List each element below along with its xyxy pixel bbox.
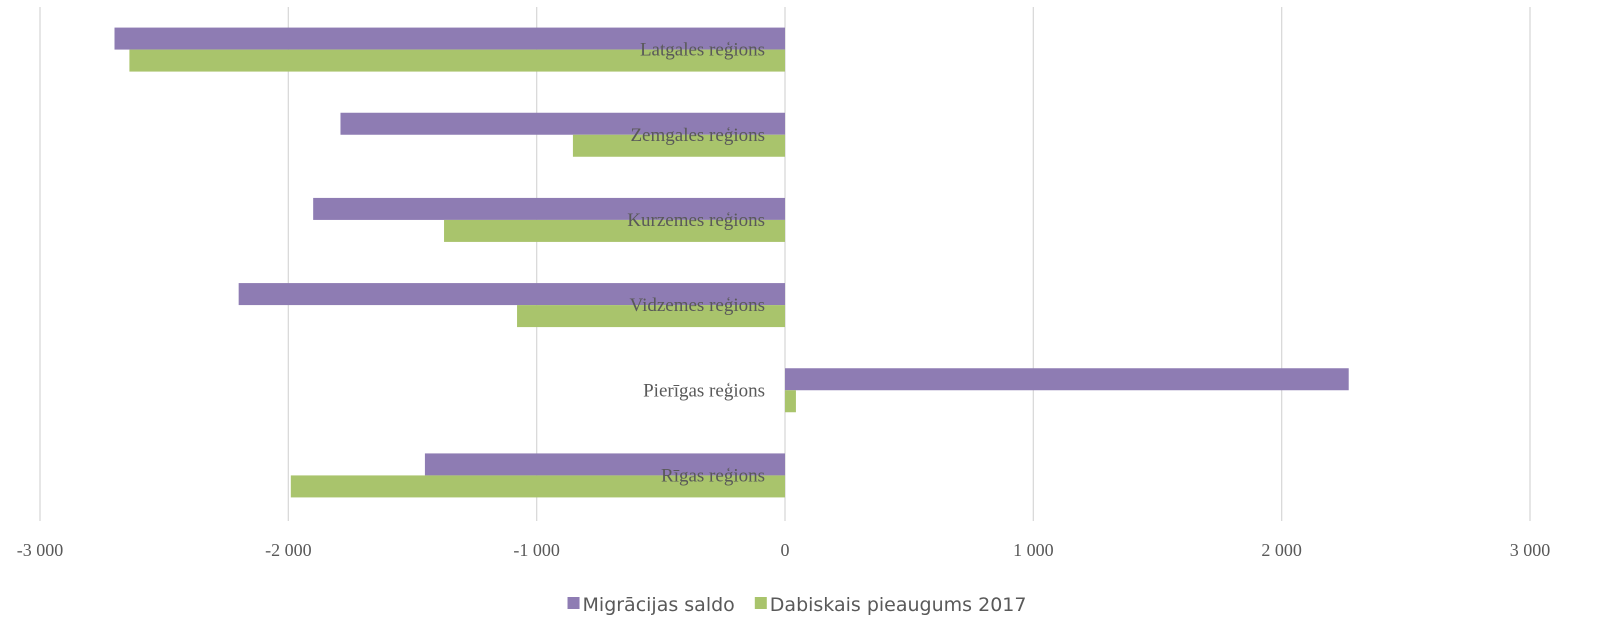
bar (517, 305, 785, 328)
bar (785, 390, 796, 413)
bar (290, 475, 785, 498)
x-tick-label: 1 000 (1013, 540, 1054, 560)
bar (313, 197, 785, 220)
x-tick-label: 0 (781, 540, 790, 560)
legend-swatch (754, 597, 767, 609)
legend-label: Migrācijas saldo (583, 594, 735, 616)
bar (785, 368, 1349, 391)
bar (238, 283, 785, 306)
bar (444, 219, 785, 242)
bar (114, 27, 785, 50)
x-tick-label: -1 000 (513, 540, 560, 560)
category-label: Kurzemes reģions (627, 210, 765, 231)
category-label: Pierīgas reģions (643, 380, 765, 401)
category-label: Rīgas reģions (661, 465, 765, 486)
bar (340, 112, 785, 135)
bar (129, 49, 785, 72)
category-label: Vidzemes reģions (629, 295, 765, 316)
legend-label: Dabiskais pieaugums 2017 (770, 594, 1027, 616)
category-label: Zemgales reģions (630, 125, 765, 146)
category-label: Latgales reģions (640, 40, 765, 61)
x-tick-label: 3 000 (1510, 540, 1551, 560)
x-tick-label: -2 000 (265, 540, 312, 560)
bar (572, 134, 785, 157)
x-tick-label: 2 000 (1261, 540, 1302, 560)
bar (424, 453, 785, 476)
legend-swatch (567, 597, 580, 609)
x-tick-label: -3 000 (17, 540, 64, 560)
